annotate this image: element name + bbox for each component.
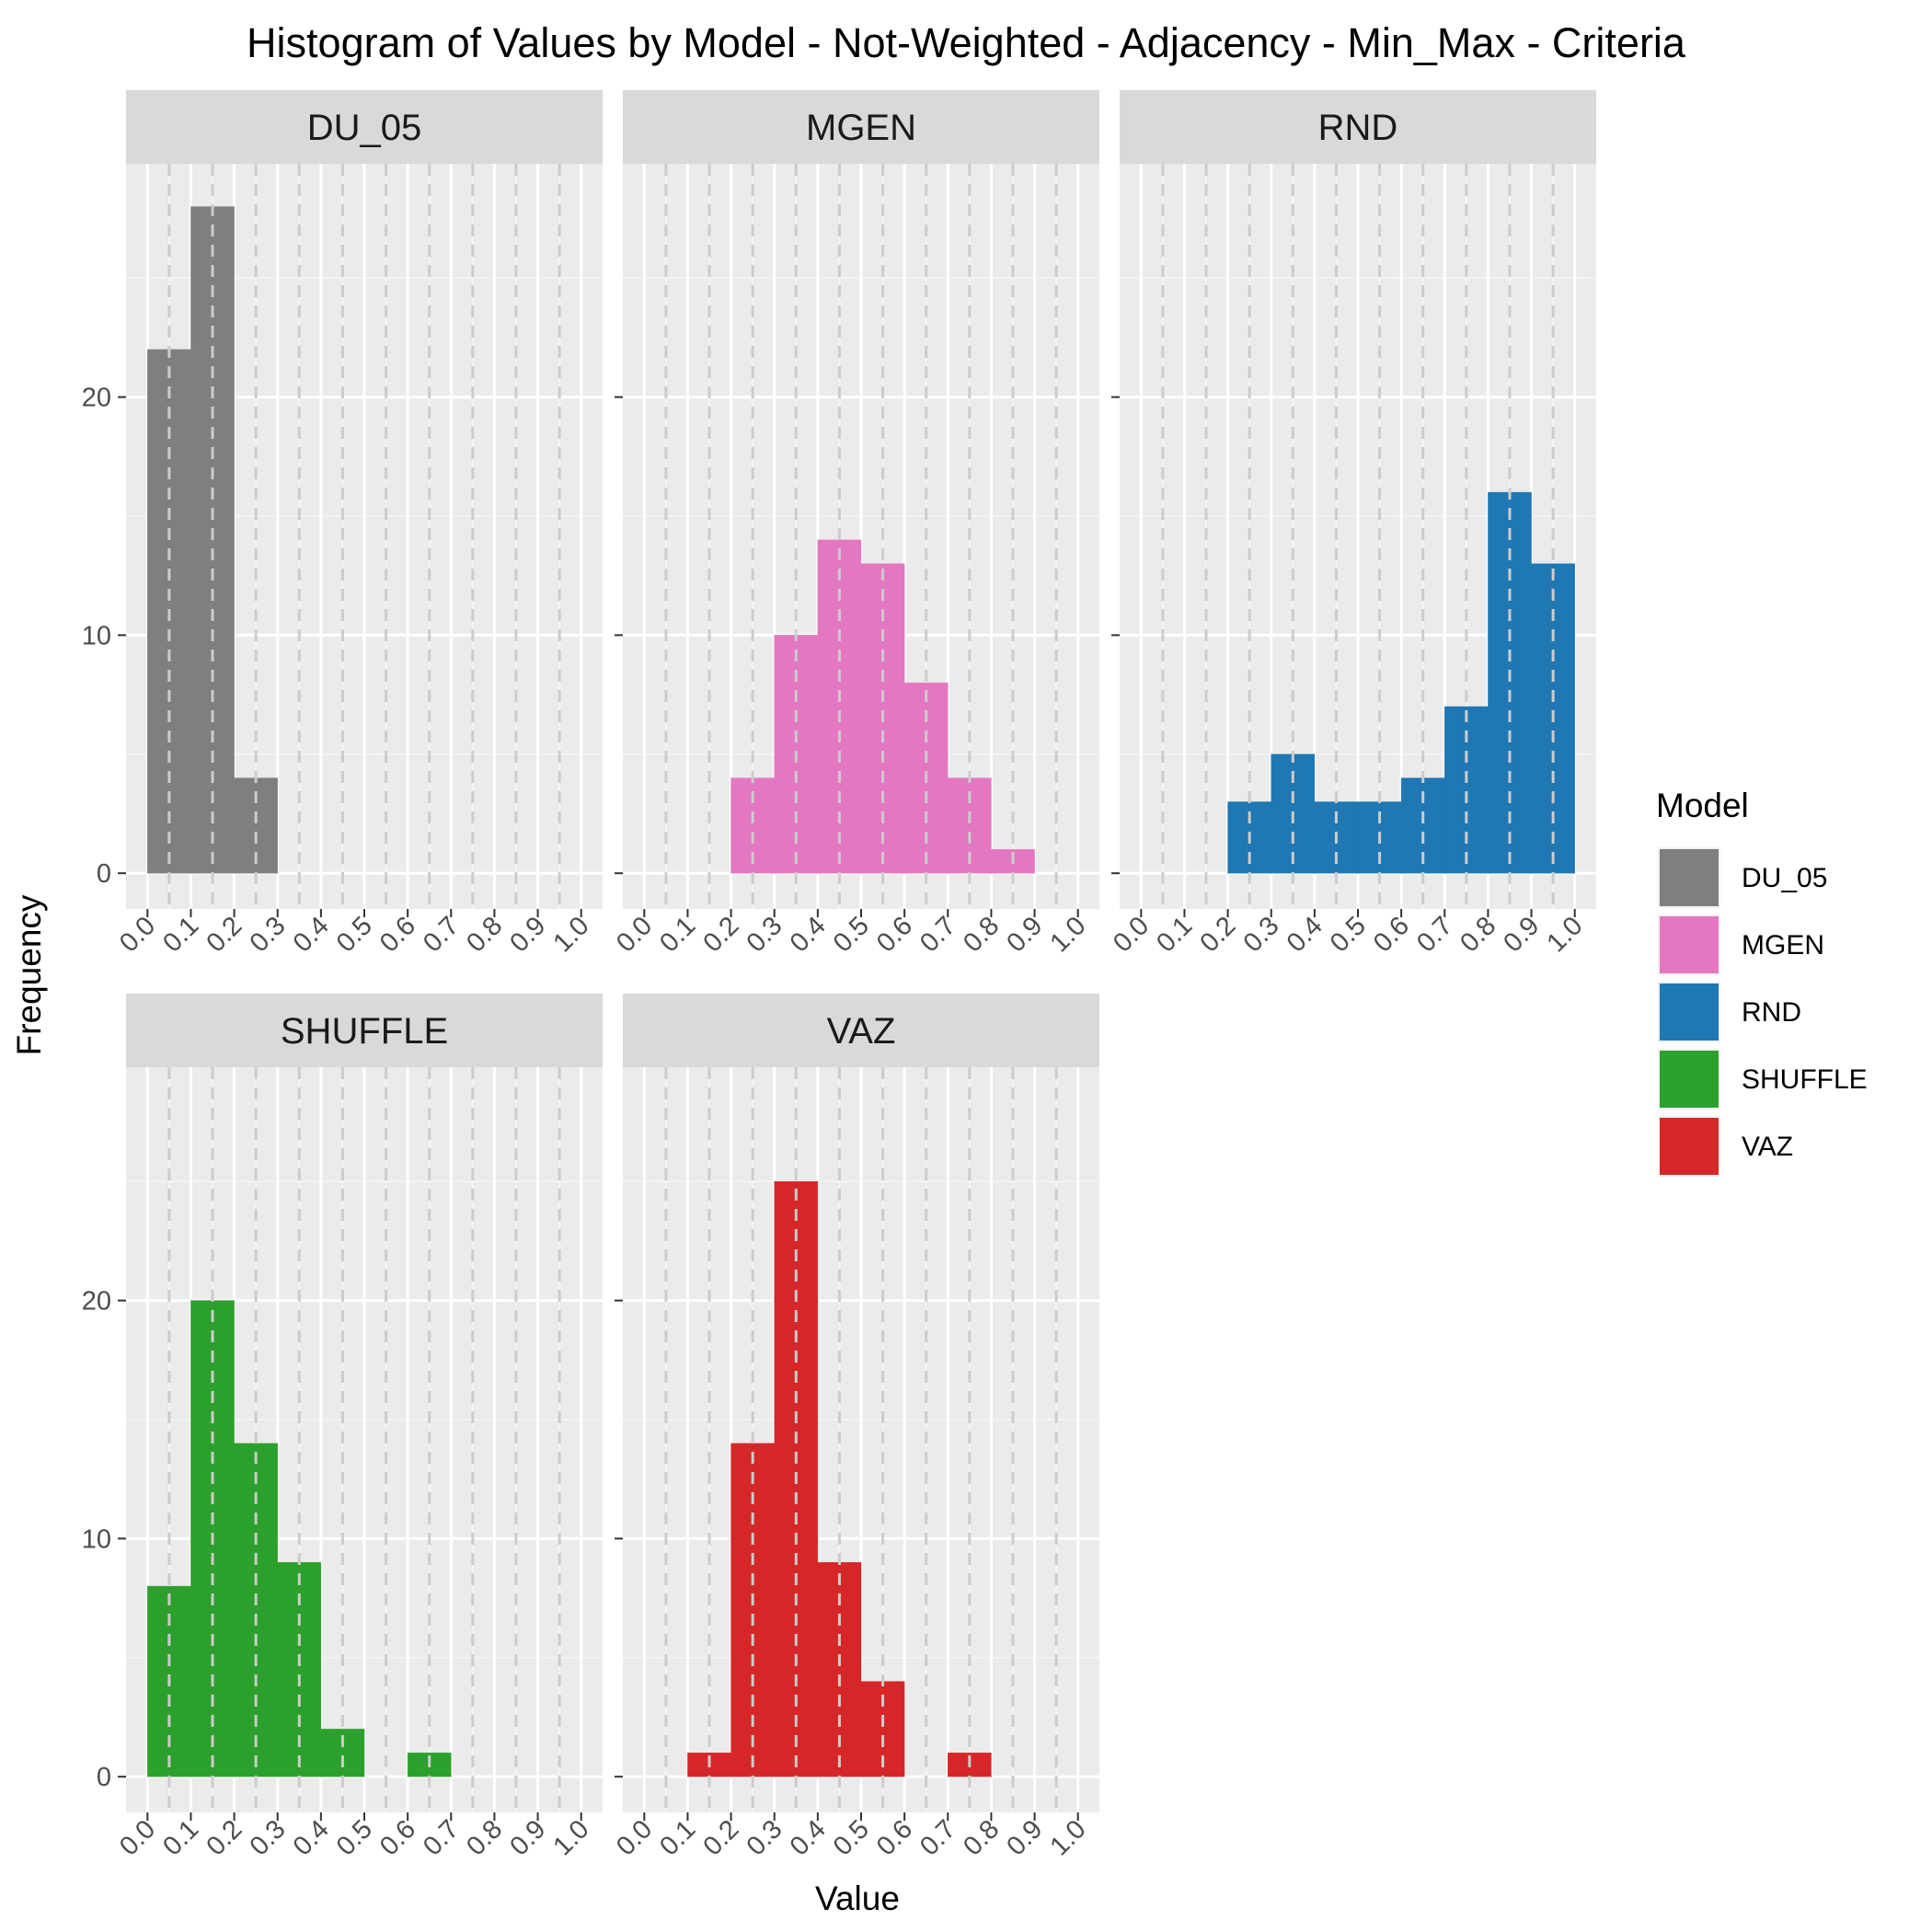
panel-du-05: DU_05 0 10 20 0.00.10.20.30.40.50.60.70.80.9… (82, 90, 603, 958)
x-tick-label: 0.1 (157, 911, 204, 958)
x-tick-label: 0.1 (654, 911, 701, 958)
panel-rnd: RND 0.00.10.20.30.40.50.60.70.80.91.0 (1108, 90, 1596, 958)
facet-strip (126, 90, 603, 164)
x-tick-label: 0.9 (504, 911, 551, 958)
panel-mgen: MGEN 0.00.10.20.30.40.50.60.70.80.91.0 (611, 90, 1099, 958)
x-tick-label: 0.5 (1325, 911, 1372, 958)
x-tick-label: 0.2 (201, 1814, 247, 1861)
legend-swatch (1660, 1118, 1719, 1175)
x-tick-label: 0.5 (331, 1814, 378, 1861)
y-tick-label: 20 (82, 1287, 111, 1317)
x-tick-label: 0.7 (418, 1814, 465, 1861)
x-tick-label: 0.4 (1282, 911, 1328, 958)
legend-swatch (1660, 849, 1719, 906)
y-tick-label: 20 (82, 384, 111, 413)
x-tick-label: 0.0 (611, 911, 658, 958)
x-tick-label: 0.8 (958, 911, 1005, 958)
x-tick-label: 0.5 (331, 911, 378, 958)
facet-panels: DU_05010200.00.10.20.30.40.50.60.70.80.9… (82, 90, 1596, 1861)
x-tick-label: 0.3 (245, 1814, 292, 1861)
legend-swatch (1660, 1051, 1719, 1108)
facet-strip (623, 90, 1099, 164)
chart-title: Histogram of Values by Model - Not-Weigh… (247, 19, 1686, 66)
x-tick-label: 0.4 (288, 1814, 335, 1861)
x-tick-label: 0.7 (1411, 911, 1458, 958)
x-tick-label: 0.0 (1108, 911, 1155, 958)
facet-strip (623, 994, 1099, 1067)
x-tick-label: 0.5 (828, 1814, 875, 1861)
legend: Model DU_05 MGEN RND SHUFFLE VAZ (1656, 787, 1868, 1177)
x-tick-label: 0.2 (697, 911, 744, 958)
x-tick-label: 0.7 (914, 1814, 961, 1861)
x-tick-label: 0.8 (1455, 911, 1501, 958)
facet-strip-label: MGEN (806, 108, 916, 148)
facet-strip-label: DU_05 (307, 108, 422, 148)
x-tick-label: 0.4 (288, 911, 335, 958)
x-tick-label: 0.8 (461, 1814, 508, 1861)
legend-label: SHUFFLE (1742, 1064, 1868, 1095)
legend-title: Model (1656, 787, 1749, 824)
x-tick-label: 0.7 (418, 911, 465, 958)
x-tick-label: 0.3 (742, 911, 788, 958)
x-tick-label: 0.4 (785, 1814, 832, 1861)
x-tick-label: 0.6 (871, 911, 918, 958)
x-tick-label: 0.0 (114, 911, 161, 958)
x-tick-label: 0.6 (374, 1814, 421, 1861)
legend-swatch (1660, 983, 1719, 1041)
x-tick-label: 1.0 (1044, 911, 1091, 958)
x-tick-label: 1.0 (547, 911, 594, 958)
x-tick-label: 0.8 (461, 911, 508, 958)
y-tick-label: 10 (82, 621, 111, 650)
x-tick-label: 0.6 (871, 1814, 918, 1861)
x-tick-label: 0.9 (1001, 911, 1048, 958)
y-tick-label: 0 (97, 1763, 111, 1792)
x-tick-label: 0.6 (374, 911, 421, 958)
x-tick-label: 0.9 (1498, 911, 1545, 958)
panel-shuffle: SHUFFLE 0 10 20 0.00.10.20.30.40.50.60.70.80… (82, 994, 603, 1861)
x-tick-label: 0.6 (1368, 911, 1415, 958)
facet-strip-label: SHUFFLE (281, 1011, 448, 1052)
facet-strip-label: VAZ (827, 1011, 896, 1052)
facet-strip-label: RND (1318, 108, 1398, 148)
legend-label: VAZ (1742, 1132, 1793, 1162)
x-tick-label: 0.2 (201, 911, 247, 958)
x-tick-label: 0.3 (245, 911, 292, 958)
facet-strip (1120, 90, 1596, 164)
x-tick-label: 1.0 (547, 1814, 594, 1861)
x-tick-label: 0.2 (1194, 911, 1241, 958)
x-tick-label: 0.3 (1238, 911, 1285, 958)
x-tick-label: 0.1 (1151, 911, 1198, 958)
x-tick-label: 0.0 (611, 1814, 658, 1861)
x-tick-label: 0.8 (958, 1814, 1005, 1861)
x-tick-label: 0.7 (914, 911, 961, 958)
x-tick-label: 0.2 (697, 1814, 744, 1861)
facet-strip (126, 994, 603, 1067)
y-tick-label: 0 (97, 859, 111, 889)
y-tick-label: 10 (82, 1524, 111, 1554)
legend-label: DU_05 (1742, 863, 1827, 893)
x-tick-label: 0.9 (1001, 1814, 1048, 1861)
x-tick-label: 0.1 (654, 1814, 701, 1861)
legend-label: MGEN (1742, 930, 1824, 960)
x-tick-label: 0.5 (828, 911, 875, 958)
panel-vaz: VAZ 0.00.10.20.30.40.50.60.70.80.91.0 (611, 994, 1099, 1861)
x-axis-title: Value (815, 1880, 900, 1917)
legend-swatch (1660, 916, 1719, 973)
x-tick-label: 1.0 (1044, 1814, 1091, 1861)
x-tick-label: 0.1 (157, 1814, 204, 1861)
x-tick-label: 0.9 (504, 1814, 551, 1861)
y-axis-title: Frequency (10, 894, 48, 1055)
legend-label: RND (1742, 997, 1801, 1028)
x-tick-label: 1.0 (1541, 911, 1588, 958)
x-tick-label: 0.0 (114, 1814, 161, 1861)
x-tick-label: 0.3 (742, 1814, 788, 1861)
x-tick-label: 0.4 (785, 911, 832, 958)
